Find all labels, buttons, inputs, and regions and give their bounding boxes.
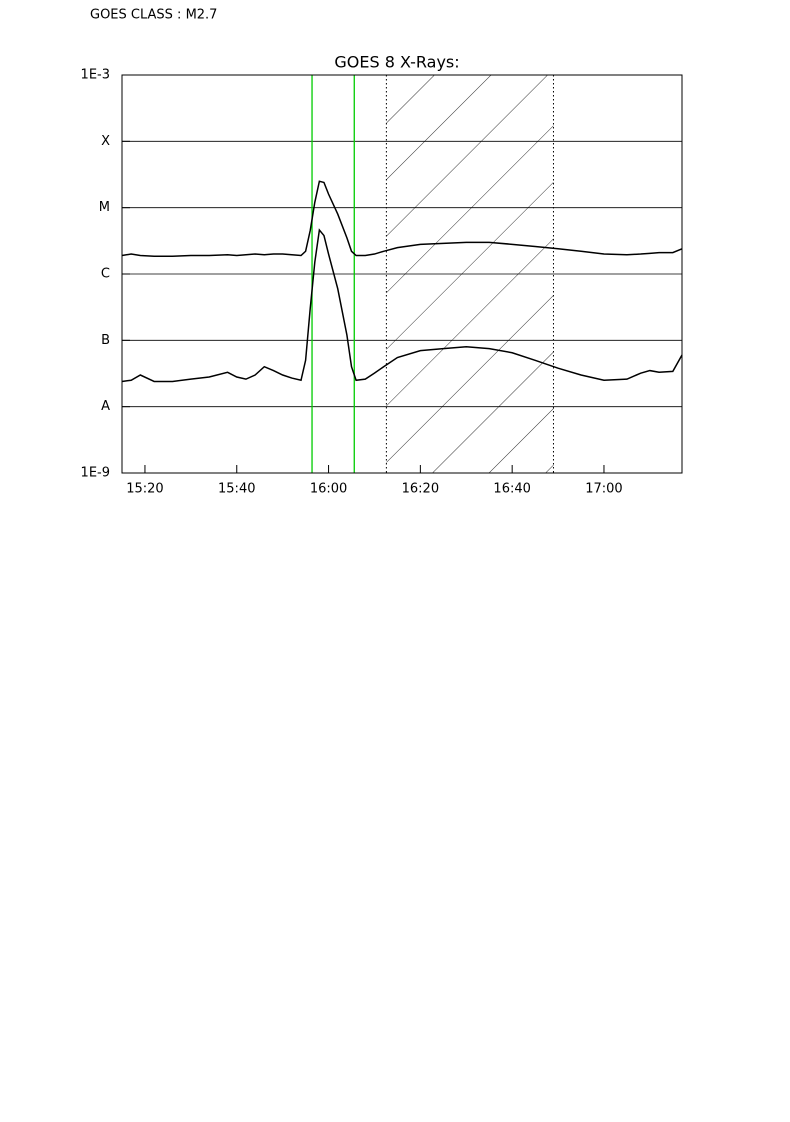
x-tick-label: 15:20 (126, 482, 163, 497)
y-tick-label: C (101, 267, 110, 282)
series-line (121, 228, 683, 383)
chart-title: GOES 8 X-Rays: (334, 53, 459, 72)
header: GOES CLASS : M2.7 (90, 8, 217, 23)
y-tick-label: X (101, 134, 110, 149)
y-tick-label: 1E-3 (81, 68, 110, 83)
plot-frame (121, 74, 683, 474)
y-tick-label: A (101, 399, 110, 414)
x-tick-label: 15:40 (218, 482, 255, 497)
x-tick-label: 16:40 (493, 482, 530, 497)
x-tick-label: 16:20 (402, 482, 439, 497)
series-line (121, 180, 683, 258)
y-tick-label: B (101, 333, 110, 348)
y-tick-label: 1E-9 (81, 466, 110, 481)
x-tick-label: 16:00 (310, 482, 347, 497)
x-tick-label: 17:00 (585, 482, 622, 497)
y-tick-label: M (99, 200, 110, 215)
